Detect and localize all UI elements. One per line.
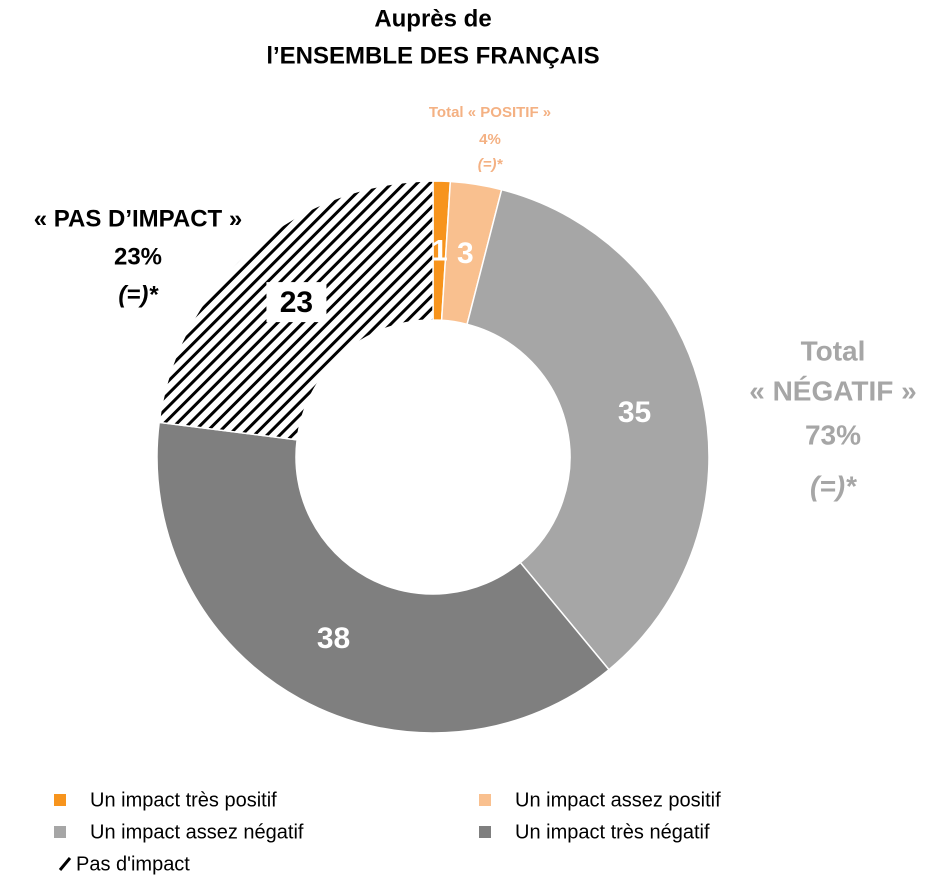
data-label: 23: [280, 286, 313, 319]
annotation: (=)*: [810, 470, 857, 501]
annotation: Total « POSITIF »: [429, 104, 551, 121]
legend-label: Un impact très négatif: [515, 821, 710, 843]
annotation: « PAS D’IMPACT »: [34, 205, 242, 232]
donut-slice: [466, 188, 710, 671]
chart-title: l’ENSEMBLE DES FRANÇAIS: [266, 42, 599, 69]
data-label: 3: [457, 237, 474, 270]
annotation: « NÉGATIF »: [749, 375, 917, 406]
chart-title: Auprès de: [374, 5, 491, 32]
annotation: 4%: [479, 131, 501, 148]
annotation: (=)*: [478, 156, 504, 173]
data-label: 35: [618, 396, 651, 429]
annotation: Total: [801, 335, 866, 366]
legend-label: Pas d'impact: [76, 853, 190, 875]
data-label: 38: [317, 622, 350, 655]
legend-label: Un impact très positif: [90, 789, 277, 811]
annotation: 23%: [114, 243, 162, 270]
legend-marker: [479, 826, 491, 838]
label-box: [266, 282, 327, 323]
donut-slice: [156, 421, 610, 734]
legend-marker: [58, 857, 72, 871]
legend-label: Un impact assez négatif: [90, 821, 304, 843]
data-label: 1: [431, 235, 448, 268]
annotation: 73%: [805, 419, 861, 450]
legend-label: Un impact assez positif: [515, 789, 721, 811]
annotation: (=)*: [118, 281, 159, 308]
legend-marker: [54, 826, 66, 838]
legend-marker: [54, 794, 66, 806]
legend-marker: [479, 794, 491, 806]
